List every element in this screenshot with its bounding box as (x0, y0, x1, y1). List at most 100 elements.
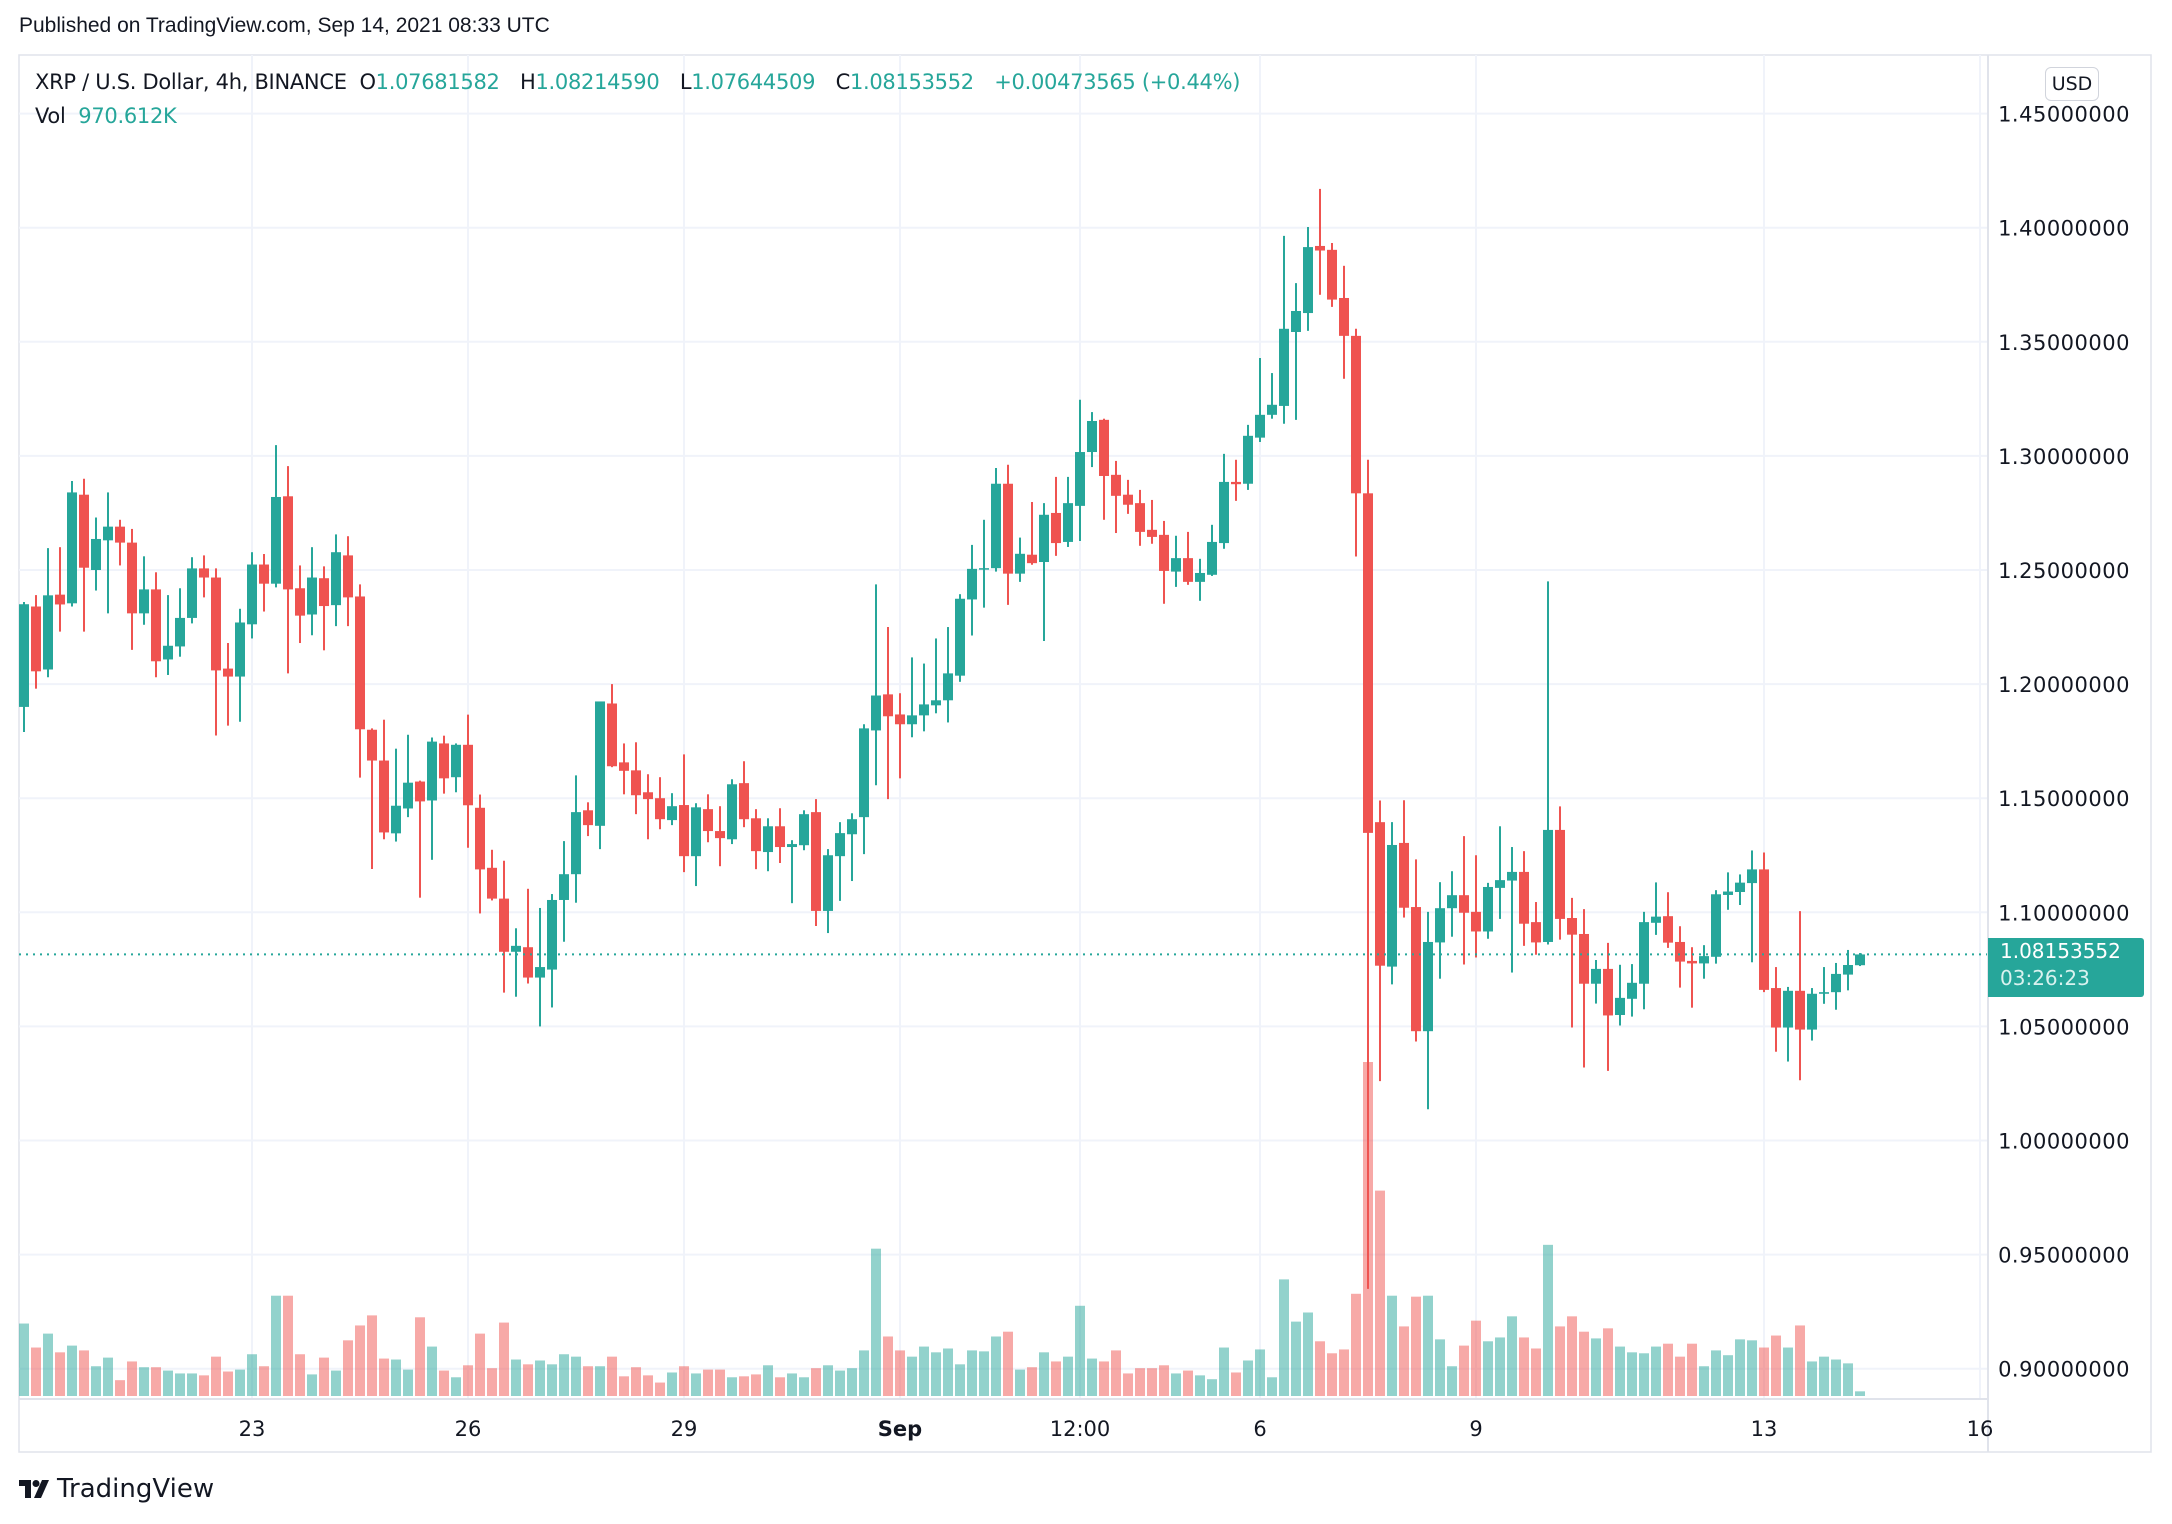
candle-body (991, 483, 1001, 569)
candle-body (283, 496, 293, 590)
candle (583, 802, 593, 837)
volume-bar (175, 1373, 185, 1396)
volume-bar (1075, 1305, 1085, 1396)
volume-bar (583, 1366, 593, 1396)
volume-bar (703, 1369, 713, 1396)
volume-bar (1327, 1353, 1337, 1396)
price-axis[interactable]: 1.45000000 1.40000000 1.35000000 1.30000000… (1998, 103, 2130, 1382)
candle-body (1435, 908, 1445, 943)
candle-body (919, 704, 929, 716)
volume-bar (1579, 1331, 1589, 1396)
candle-body (943, 673, 953, 701)
candle (691, 803, 701, 887)
candle-body (1723, 891, 1733, 895)
candle (307, 547, 317, 636)
candle-body (955, 598, 965, 676)
candle (1183, 531, 1193, 585)
volume-bar (1207, 1379, 1217, 1396)
volume-bar (1663, 1343, 1673, 1396)
time-tick-label: 26 (455, 1417, 482, 1441)
volume-bar (559, 1354, 569, 1396)
candle (1447, 871, 1457, 937)
candle (1531, 902, 1541, 955)
candle-body (391, 805, 401, 834)
candle (115, 519, 125, 566)
candle (1123, 479, 1133, 514)
candle-body (247, 564, 257, 625)
price-tick-label: 1.35000000 (1998, 331, 2130, 355)
volume-bar (1651, 1346, 1661, 1396)
time-tick-label: 13 (1751, 1417, 1778, 1441)
candle-body (1135, 503, 1145, 532)
candle (175, 588, 185, 657)
volume-bar (1699, 1366, 1709, 1396)
candle (979, 519, 989, 608)
volume-bar (1399, 1326, 1409, 1396)
price-tick-label: 1.10000000 (1998, 901, 2130, 925)
candle-body (1495, 880, 1505, 888)
vol-label: Vol (35, 104, 66, 128)
volume-bar (619, 1376, 629, 1396)
volume-bar (631, 1367, 641, 1396)
candle-body (1855, 954, 1865, 966)
candle-body (1027, 554, 1037, 564)
candle-body (643, 792, 653, 800)
candle-body (1399, 842, 1409, 908)
candle (259, 554, 269, 612)
volume-bar (1783, 1347, 1793, 1396)
candle (1255, 358, 1265, 442)
candle (1423, 911, 1433, 1110)
price-tick-label: 0.90000000 (1998, 1358, 2130, 1382)
candle-body (1795, 990, 1805, 1030)
time-axis[interactable]: 23 26 29 Sep 12:00 6 9 13 16 (239, 1417, 1994, 1441)
candle-body (1699, 956, 1709, 964)
candle (1807, 988, 1817, 1041)
low-value: 1.07644509 (691, 70, 816, 94)
candle-body (19, 604, 29, 707)
volume-bar (283, 1295, 293, 1396)
volume-bar (535, 1360, 545, 1396)
volume-bar (1351, 1293, 1361, 1396)
volume-bar (1807, 1361, 1817, 1396)
candle (91, 517, 101, 591)
candle-body (559, 874, 569, 900)
candle (451, 743, 461, 793)
candle-body (1351, 335, 1361, 494)
candle (679, 754, 689, 873)
candle-body (55, 594, 65, 605)
candle (1567, 897, 1577, 1028)
volume-bar (823, 1365, 833, 1396)
volume-bar (355, 1325, 365, 1396)
candle-body (1639, 922, 1649, 984)
tradingview-logo[interactable]: TradingView (19, 1474, 214, 1504)
volume-bar (163, 1370, 173, 1396)
volume-bar (1795, 1325, 1805, 1396)
candle-body (151, 589, 161, 662)
candle (499, 860, 509, 993)
symbol-title[interactable]: XRP / U.S. Dollar, 4h, BINANCE (35, 70, 347, 94)
volume-bar (463, 1365, 473, 1396)
candle (1783, 986, 1793, 1062)
volume-bar (67, 1345, 77, 1396)
candle-body (607, 703, 617, 767)
volume-bar (511, 1359, 521, 1396)
volume-bar (1675, 1356, 1685, 1396)
candle-body (1735, 882, 1745, 892)
volume-bar (31, 1347, 41, 1396)
candle (955, 594, 965, 682)
volume-bar (79, 1350, 89, 1396)
candle (535, 907, 545, 1027)
candle (619, 743, 629, 795)
candle (1219, 453, 1229, 549)
volume-bar (1183, 1370, 1193, 1396)
volume-bar (115, 1380, 125, 1396)
candle (403, 734, 413, 818)
candle (79, 478, 89, 632)
volume-bar (187, 1373, 197, 1396)
close-value: 1.08153552 (849, 70, 974, 94)
candle (859, 724, 869, 855)
currency-button[interactable]: USD (2045, 67, 2099, 101)
candle (559, 841, 569, 942)
candle (1603, 942, 1613, 1071)
